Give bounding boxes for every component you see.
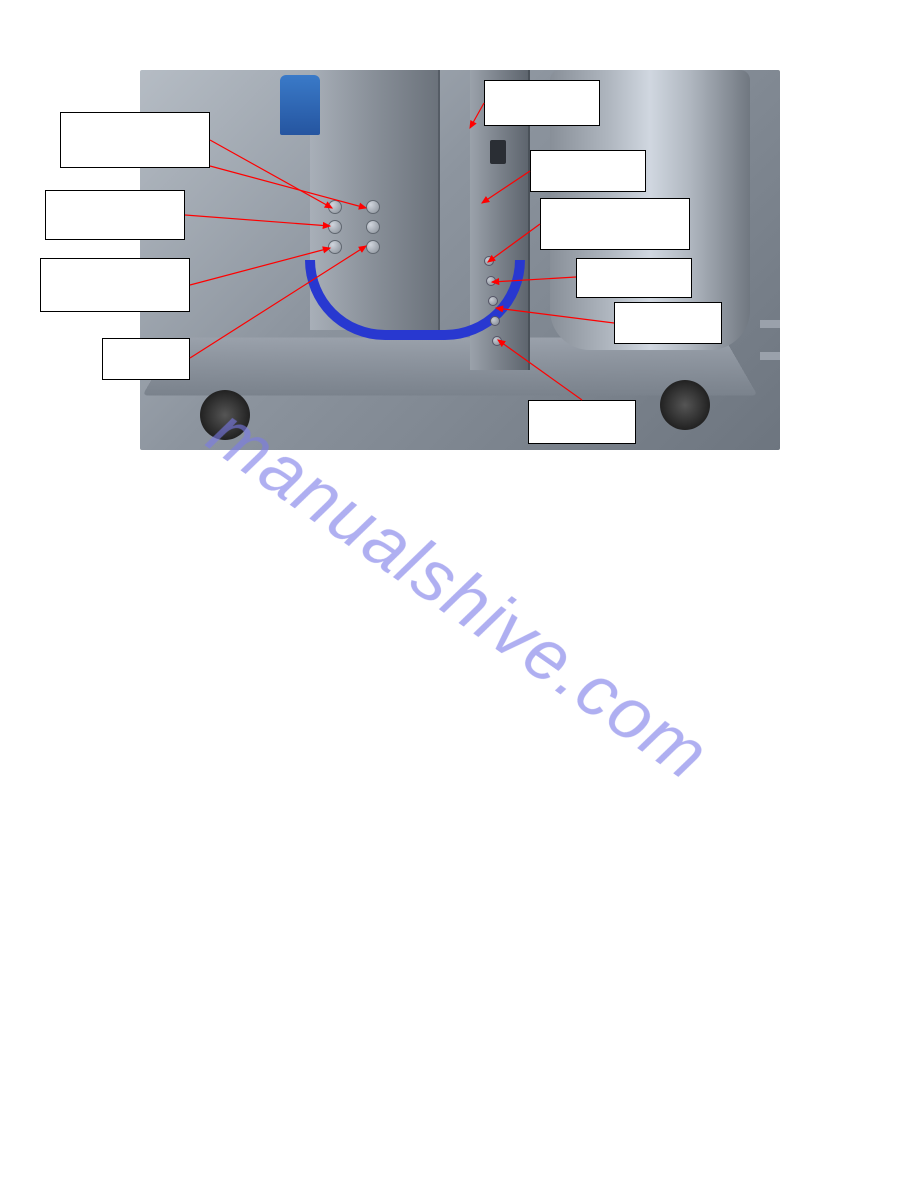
caster-wheel [200,390,250,440]
power-switch [490,140,506,164]
port-knob [366,220,380,234]
port-knob [328,200,342,214]
callout-box [540,198,690,250]
blue-cap [280,75,320,135]
callout-box [576,258,692,298]
callout-box [528,400,636,444]
connector [486,276,496,286]
connector [484,256,494,266]
callout-box [530,150,646,192]
port-knob [366,200,380,214]
callout-box [60,112,210,168]
caster-wheel [660,380,710,430]
port-knob [328,240,342,254]
connector [488,296,498,306]
callout-box [614,302,722,344]
diagram-container [40,70,880,490]
callout-box [102,338,190,380]
callout-box [484,80,600,126]
callout-box [45,190,185,240]
port-knob [328,220,342,234]
port-knob [366,240,380,254]
connector [490,316,500,326]
cart-handle [760,320,780,360]
callout-box [40,258,190,312]
connector [492,336,502,346]
